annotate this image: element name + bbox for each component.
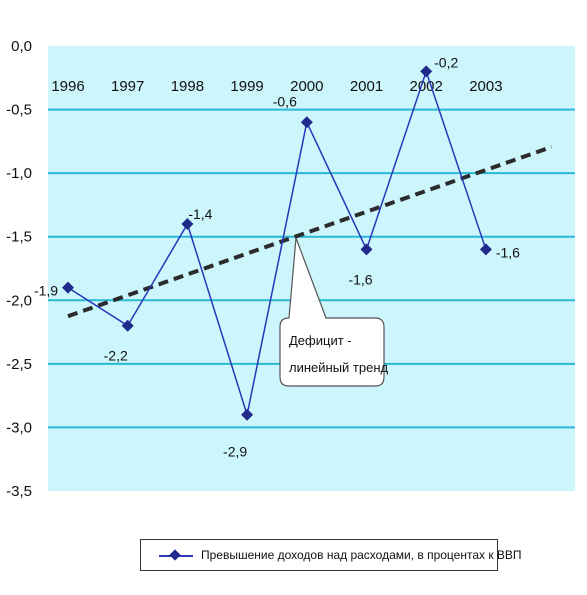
data-point [181,218,194,230]
trendline [67,145,553,319]
legend-diamond-icon [169,549,181,561]
x-tick-label: 2001 [350,78,383,95]
data-label: -0,2 [434,54,458,70]
y-tick-label: -2,0 [6,292,32,309]
y-tick-label: 0,0 [11,38,32,55]
data-point [360,243,373,256]
x-tick-label: 1998 [171,78,204,95]
y-tick-label: -0,5 [6,102,32,119]
data-point [420,65,433,78]
trend-callout-shape [279,237,385,387]
data-label: -1,6 [496,244,520,260]
data-label: -2,2 [104,348,128,364]
trend-callout-line-1: Дефицит - [289,333,352,348]
x-tick-label: 2003 [469,78,502,95]
series-polyline [67,69,487,415]
x-tick-label: 1997 [111,78,144,95]
y-tick-label: -1,5 [6,229,32,246]
trend-callout-line-2: линейный тренд [289,360,389,375]
data-point [300,116,313,129]
data-label: -1,4 [188,206,212,222]
x-axis-ticks: 1996 1997 1998 1999 2000 2001 2002 2003 [51,78,502,95]
y-tick-label: -1,0 [6,165,32,182]
data-point [241,408,254,421]
x-tick-label: 2000 [290,78,323,95]
data-label: -0,6 [273,93,297,109]
data-labels: -1,9 -2,2 -1,4 -2,9 -0,6 -1,6 -0,2 -1,6 [34,54,520,459]
trend-callout: Дефицит - линейный тренд [279,237,389,387]
y-tick-label: -3,5 [6,483,32,500]
x-tick-label: 1999 [230,78,263,95]
legend: Превышение доходов над расходами, в проц… [140,539,522,571]
y-axis-ticks: 0,0 -0,5 -1,0 -1,5 -2,0 -2,5 -3,0 -3,5 [6,38,32,500]
data-point [479,243,492,256]
y-tick-label: -2,5 [6,356,32,373]
data-label: -1,9 [34,283,58,299]
data-label: -2,9 [223,444,247,460]
data-label: -1,6 [348,271,372,287]
x-tick-label: 2002 [410,78,443,95]
x-tick-label: 1996 [51,78,84,95]
y-tick-label: -3,0 [6,419,32,436]
legend-label: Превышение доходов над расходами, в проц… [201,548,522,562]
trendline-path [67,145,553,319]
series-markers [62,65,492,421]
plot-area [48,46,575,491]
series-line [67,69,487,415]
data-point [62,281,74,294]
data-point [121,319,134,332]
